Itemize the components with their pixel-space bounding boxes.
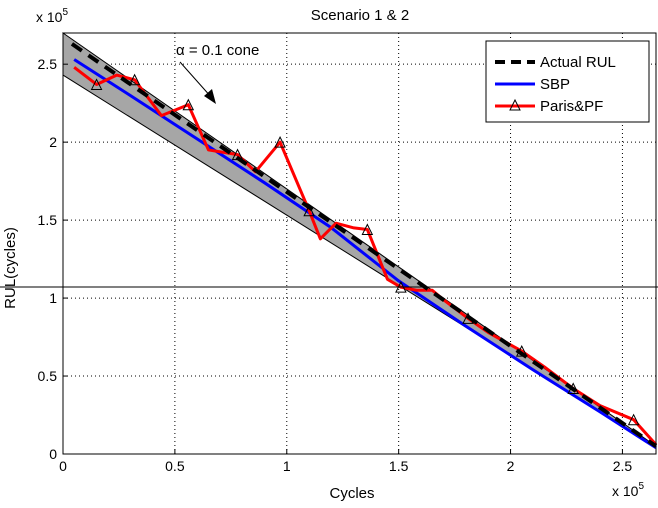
paris-pf-marker-4 <box>274 136 286 148</box>
x-tick-label-2: 1 <box>283 458 291 474</box>
cone-annotation-arrow-shaft <box>179 61 213 99</box>
chart-title: Scenario 1 & 2 <box>311 7 409 24</box>
y-tick-label-4: 2 <box>49 134 57 150</box>
series-line-actual-rul <box>70 42 658 448</box>
x-tick-label-0: 0 <box>59 458 67 474</box>
legend-label-actual-rul: Actual RUL <box>540 54 616 71</box>
y-axis-label: RUL(cycles) <box>2 227 19 309</box>
x-tick-label-3: 1.5 <box>389 458 409 474</box>
grid <box>63 33 656 454</box>
paris-pf-marker-5 <box>303 204 315 217</box>
y-tick-label-5: 2.5 <box>38 56 58 72</box>
y-tick-label-1: 0.5 <box>38 368 58 384</box>
x-tick-label-1: 0.5 <box>165 458 185 474</box>
legend-marker-paris-pf <box>509 98 521 111</box>
legend-box <box>485 40 650 123</box>
cone-annotation: α = 0.1 cone <box>176 42 259 59</box>
legend-label-sbp: SBP <box>540 76 570 93</box>
x-axis-label: Cycles <box>329 485 374 502</box>
x-exponent-label: x 105 <box>612 481 644 499</box>
paris-pf-marker-3 <box>231 148 244 161</box>
x-tick-label-4: 2 <box>507 458 515 474</box>
y-exponent-label: x 105 <box>36 7 68 25</box>
ticks: 0 0.5 1 1.5 2 2.5 0 0.5 1 1.5 2 2.5 <box>38 56 633 474</box>
y-tick-label-3: 1.5 <box>38 212 58 228</box>
plot-frame <box>62 32 657 455</box>
paris-pf-marker-1 <box>128 73 141 86</box>
paris-pf-marker-6 <box>361 223 374 235</box>
legend: Actual RUL SBP Paris&PF <box>485 40 650 123</box>
paris-pf-marker-10 <box>567 382 580 395</box>
paris-pf-marker-0 <box>90 78 103 90</box>
legend-label-paris-pf: Paris&PF <box>540 98 603 115</box>
y-tick-label-2: 1 <box>49 290 57 306</box>
x-tick-label-5: 2.5 <box>613 458 633 474</box>
paris-pf-marker-8 <box>462 312 474 324</box>
y-tick-label-0: 0 <box>49 446 57 462</box>
series-group <box>70 42 658 450</box>
cone-annotation-arrowhead <box>204 89 216 104</box>
series-line-paris-pf <box>73 66 658 446</box>
paris-pf-marker-11 <box>627 413 640 426</box>
series-line-sbp <box>73 58 657 450</box>
paris-pf-marker-9 <box>515 344 528 357</box>
paris-pf-marker-2 <box>182 98 195 111</box>
